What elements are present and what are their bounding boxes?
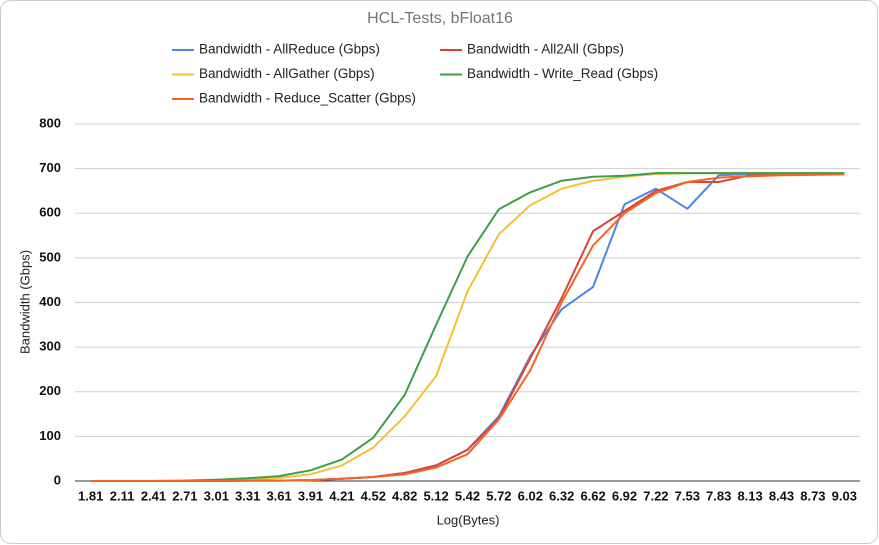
x-tick-label: 5.12 [423, 488, 448, 503]
x-tick-label: 3.61 [266, 488, 291, 503]
legend-label: Bandwidth - AllGather (Gbps) [199, 66, 375, 81]
chart-title: HCL-Tests, bFloat16 [367, 10, 513, 27]
x-tick-label: 4.21 [329, 488, 354, 503]
x-tick-label: 8.13 [737, 488, 762, 503]
x-tick-label: 6.62 [580, 488, 605, 503]
legend-label: Bandwidth - All2All (Gbps) [467, 42, 624, 57]
x-tick-label: 3.31 [235, 488, 260, 503]
x-tick-label: 8.73 [800, 488, 825, 503]
x-tick-label: 3.01 [204, 488, 229, 503]
x-tick-label: 5.72 [486, 488, 511, 503]
x-tick-label: 8.43 [769, 488, 794, 503]
y-tick-label: 100 [39, 428, 61, 443]
x-tick-label: 2.11 [110, 488, 135, 503]
x-tick-label: 2.71 [172, 488, 197, 503]
y-tick-label: 800 [39, 115, 61, 130]
y-axis-label: Bandwidth (Gbps) [17, 250, 32, 354]
y-tick-label: 400 [39, 294, 61, 309]
x-tick-label: 6.32 [549, 488, 574, 503]
y-tick-label: 500 [39, 249, 61, 264]
x-tick-label: 2.41 [141, 488, 166, 503]
x-tick-label: 7.83 [706, 488, 731, 503]
legend-label: Bandwidth - AllReduce (Gbps) [199, 42, 380, 57]
y-tick-label: 300 [39, 339, 61, 354]
x-tick-label: 4.52 [361, 488, 386, 503]
legend-label: Bandwidth - Write_Read (Gbps) [467, 66, 658, 81]
y-tick-label: 0 [54, 472, 61, 487]
x-tick-label: 7.22 [643, 488, 668, 503]
y-tick-label: 600 [39, 205, 61, 220]
x-tick-label: 7.53 [675, 488, 700, 503]
x-tick-label: 4.82 [392, 488, 417, 503]
x-tick-label: 1.81 [78, 488, 103, 503]
x-tick-label: 5.42 [455, 488, 480, 503]
legend-label: Bandwidth - Reduce_Scatter (Gbps) [199, 91, 416, 106]
x-axis-label: Log(Bytes) [437, 512, 500, 527]
x-tick-label: 9.03 [832, 488, 857, 503]
line-series [90, 172, 845, 482]
y-tick-label: 200 [39, 383, 61, 398]
x-tick-label: 6.02 [518, 488, 543, 503]
x-tick-label: 3.91 [298, 488, 323, 503]
y-tick-label: 700 [39, 160, 61, 175]
x-tick-label: 6.92 [612, 488, 637, 503]
line-series [90, 173, 845, 482]
